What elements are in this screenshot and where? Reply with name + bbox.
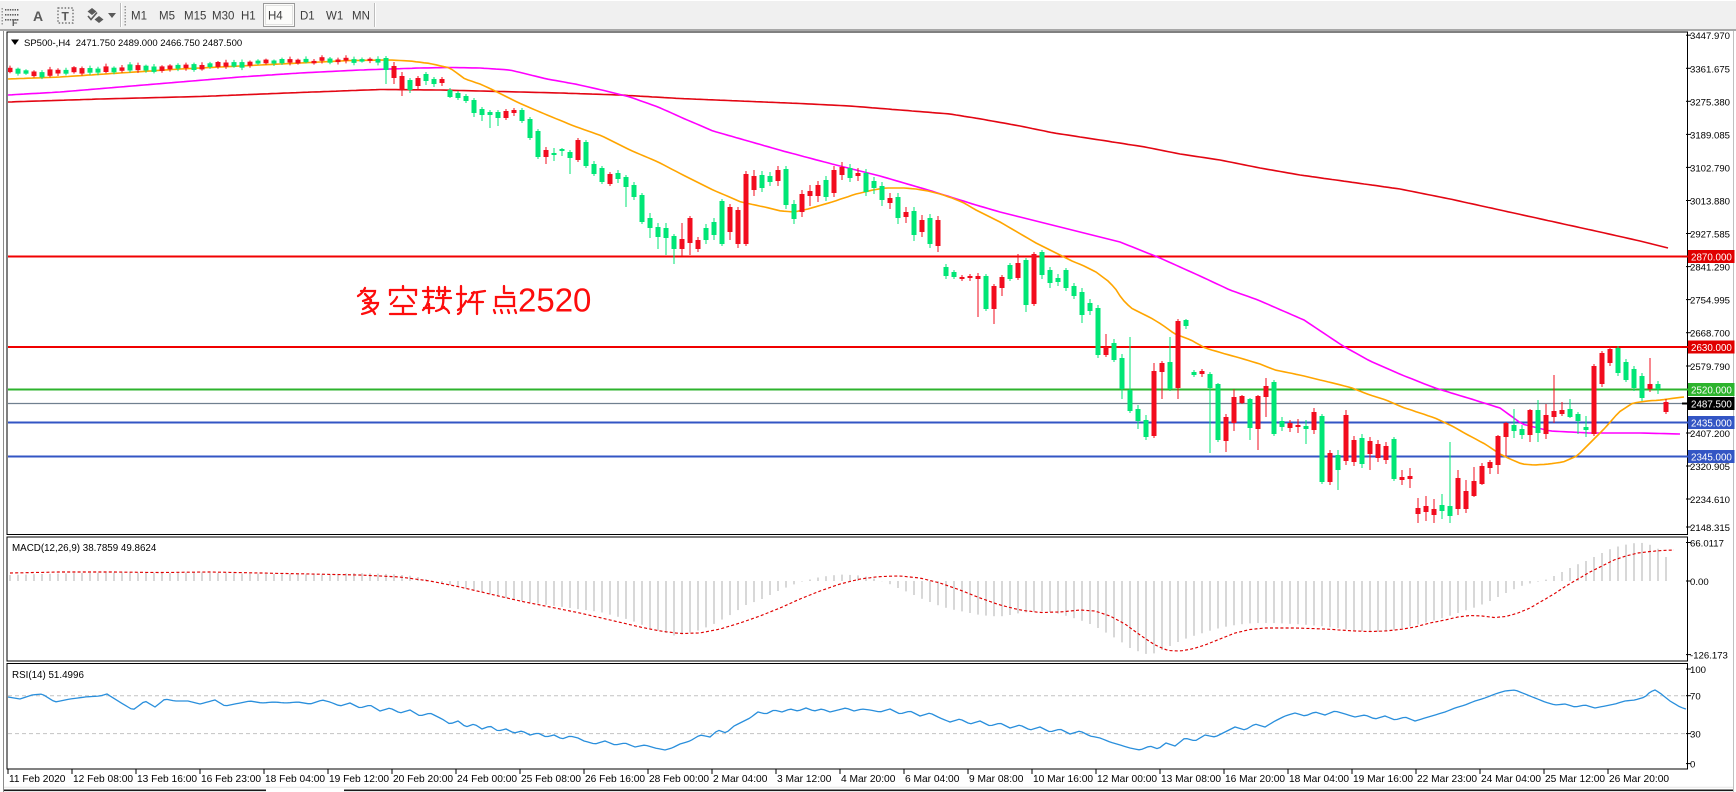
svg-text:H4: H4 — [268, 11, 283, 23]
svg-text:28 Feb 00:00: 28 Feb 00:00 — [649, 774, 709, 785]
svg-text:26 Mar 20:00: 26 Mar 20:00 — [1609, 774, 1669, 785]
svg-text:3013.880: 3013.880 — [1690, 197, 1730, 208]
svg-text:2841.290: 2841.290 — [1690, 263, 1730, 274]
svg-text:12 Mar 00:00: 12 Mar 00:00 — [1097, 774, 1157, 785]
svg-text:20 Feb 20:00: 20 Feb 20:00 — [393, 774, 453, 785]
svg-text:2668.700: 2668.700 — [1690, 329, 1730, 340]
svg-text:4 Mar 20:00: 4 Mar 20:00 — [841, 774, 896, 785]
svg-text:F: F — [12, 18, 18, 28]
svg-text:M30: M30 — [212, 11, 234, 23]
svg-text:H1: H1 — [241, 11, 256, 23]
svg-text:M1: M1 — [131, 11, 147, 23]
svg-text:0.00: 0.00 — [1690, 577, 1709, 588]
svg-text:3189.085: 3189.085 — [1690, 130, 1730, 141]
svg-text:2520: 2520 — [518, 282, 591, 319]
svg-text:30: 30 — [1690, 730, 1701, 741]
svg-text:SP500-,H4 2471.750 2489.000 2: SP500-,H4 2471.750 2489.000 2466.750 248… — [24, 38, 242, 49]
svg-text:M15: M15 — [184, 11, 206, 23]
svg-text:12 Feb 08:00: 12 Feb 08:00 — [73, 774, 133, 785]
svg-text:-126.173: -126.173 — [1690, 651, 1728, 662]
svg-text:18 Mar 04:00: 18 Mar 04:00 — [1289, 774, 1349, 785]
svg-text:2 Mar 04:00: 2 Mar 04:00 — [713, 774, 768, 785]
svg-text:24 Mar 04:00: 24 Mar 04:00 — [1481, 774, 1541, 785]
svg-text:W1: W1 — [326, 11, 343, 23]
svg-text:2148.315: 2148.315 — [1690, 523, 1730, 534]
svg-text:3275.380: 3275.380 — [1690, 97, 1730, 108]
svg-text:D1: D1 — [300, 11, 315, 23]
svg-text:MACD(12,26,9) 38.7859 49.8624: MACD(12,26,9) 38.7859 49.8624 — [12, 543, 157, 554]
svg-text:13 Feb 16:00: 13 Feb 16:00 — [137, 774, 197, 785]
svg-text:26 Feb 16:00: 26 Feb 16:00 — [585, 774, 645, 785]
svg-text:24 Feb 00:00: 24 Feb 00:00 — [457, 774, 517, 785]
svg-text:18 Feb 04:00: 18 Feb 04:00 — [265, 774, 325, 785]
svg-text:11 Feb 2020: 11 Feb 2020 — [9, 774, 66, 785]
svg-text:22 Mar 23:00: 22 Mar 23:00 — [1417, 774, 1477, 785]
svg-text:3361.675: 3361.675 — [1690, 64, 1730, 75]
svg-text:66.0117: 66.0117 — [1690, 539, 1724, 550]
svg-text:MN: MN — [352, 11, 370, 23]
svg-text:2630.000: 2630.000 — [1691, 343, 1732, 354]
svg-text:2520.000: 2520.000 — [1691, 386, 1732, 397]
svg-text:3447.970: 3447.970 — [1690, 31, 1730, 42]
svg-text:RSI(14) 51.4996: RSI(14) 51.4996 — [12, 670, 84, 681]
svg-text:3102.790: 3102.790 — [1690, 163, 1730, 174]
svg-text:13 Mar 08:00: 13 Mar 08:00 — [1161, 774, 1221, 785]
svg-text:25 Mar 12:00: 25 Mar 12:00 — [1545, 774, 1605, 785]
svg-text:2927.585: 2927.585 — [1690, 230, 1730, 241]
svg-text:2320.905: 2320.905 — [1690, 462, 1730, 473]
svg-text:70: 70 — [1690, 692, 1701, 703]
svg-text:6 Mar 04:00: 6 Mar 04:00 — [905, 774, 960, 785]
svg-text:2407.200: 2407.200 — [1690, 429, 1730, 440]
svg-text:2579.790: 2579.790 — [1690, 362, 1730, 373]
svg-text:2435.000: 2435.000 — [1691, 419, 1732, 430]
svg-text:19 Mar 16:00: 19 Mar 16:00 — [1353, 774, 1413, 785]
svg-text:0: 0 — [1690, 760, 1695, 771]
svg-text:25 Feb 08:00: 25 Feb 08:00 — [521, 774, 581, 785]
svg-text:3 Mar 12:00: 3 Mar 12:00 — [777, 774, 832, 785]
svg-text:10 Mar 16:00: 10 Mar 16:00 — [1033, 774, 1093, 785]
svg-text:16 Mar 20:00: 16 Mar 20:00 — [1225, 774, 1285, 785]
svg-text:9 Mar 08:00: 9 Mar 08:00 — [969, 774, 1024, 785]
svg-text:19 Feb 12:00: 19 Feb 12:00 — [329, 774, 389, 785]
svg-text:100: 100 — [1690, 665, 1706, 676]
svg-text:M5: M5 — [159, 11, 175, 23]
svg-text:T: T — [62, 10, 70, 24]
svg-text:2345.000: 2345.000 — [1691, 453, 1732, 464]
svg-text:A: A — [33, 8, 43, 24]
svg-text:2487.500: 2487.500 — [1691, 400, 1732, 411]
svg-text:16 Feb 23:00: 16 Feb 23:00 — [201, 774, 261, 785]
svg-text:2754.995: 2754.995 — [1690, 296, 1730, 307]
svg-text:2870.000: 2870.000 — [1691, 253, 1732, 264]
svg-text:2234.610: 2234.610 — [1690, 495, 1730, 506]
